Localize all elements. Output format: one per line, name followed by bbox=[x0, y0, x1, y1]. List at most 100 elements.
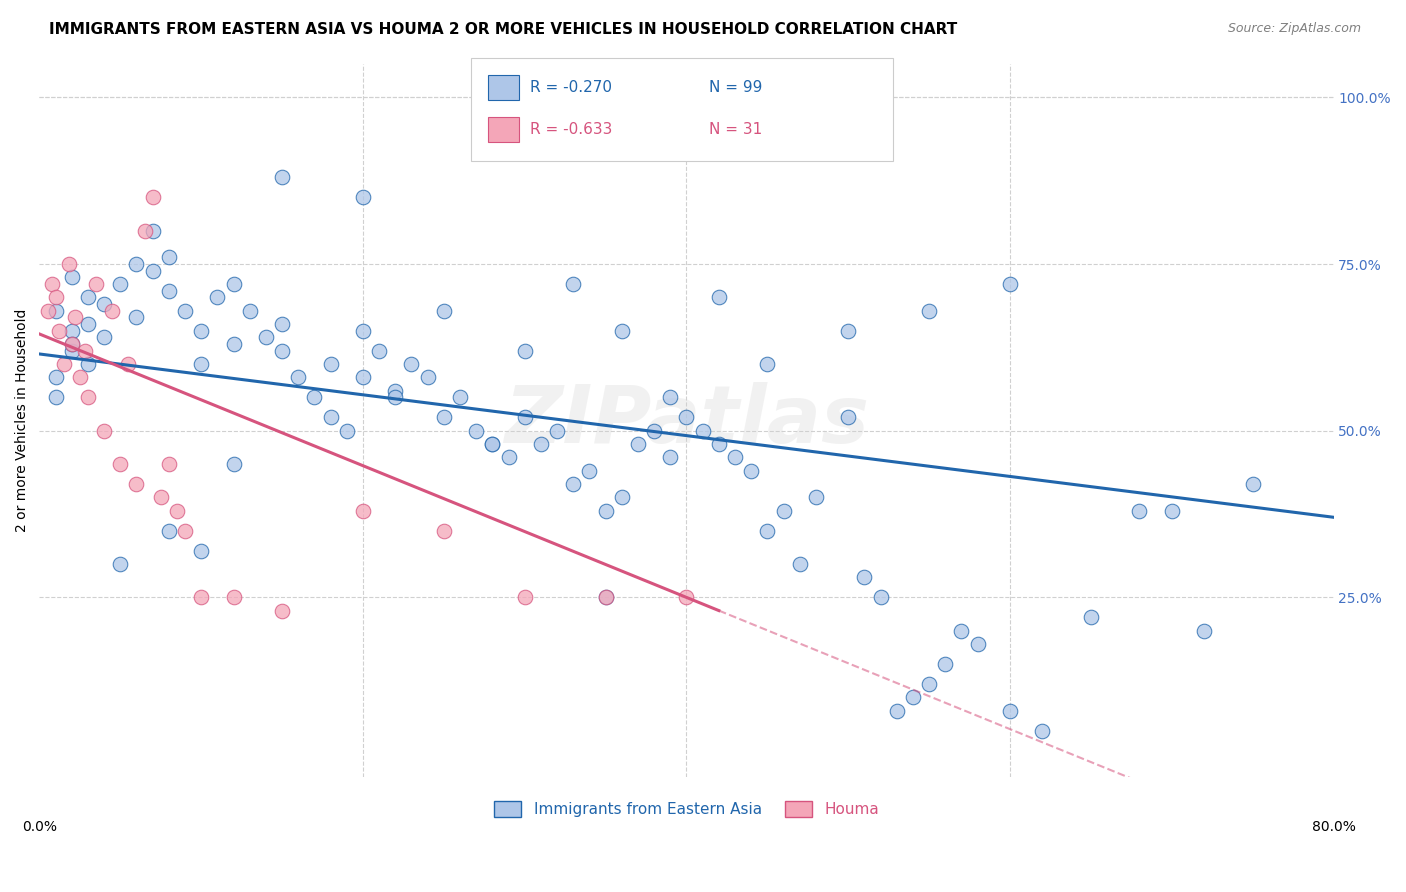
Point bbox=[63, 310, 86, 325]
Point bbox=[481, 437, 503, 451]
Point bbox=[675, 591, 697, 605]
Point bbox=[740, 464, 762, 478]
Point bbox=[433, 524, 456, 538]
Point bbox=[60, 343, 83, 358]
Point bbox=[60, 337, 83, 351]
Point bbox=[384, 384, 406, 398]
Point bbox=[869, 591, 891, 605]
Point bbox=[157, 250, 180, 264]
Point bbox=[1080, 610, 1102, 624]
Point bbox=[352, 370, 374, 384]
Point bbox=[934, 657, 956, 671]
Point bbox=[1031, 723, 1053, 738]
Point bbox=[142, 190, 165, 204]
Point bbox=[675, 410, 697, 425]
Point bbox=[142, 224, 165, 238]
Point bbox=[659, 450, 682, 465]
Point bbox=[627, 437, 650, 451]
Point bbox=[998, 704, 1021, 718]
Point bbox=[918, 677, 941, 691]
Text: R = -0.633: R = -0.633 bbox=[530, 122, 613, 136]
Point bbox=[352, 503, 374, 517]
Point bbox=[207, 290, 229, 304]
Text: R = -0.270: R = -0.270 bbox=[530, 80, 612, 95]
Point bbox=[546, 424, 568, 438]
Point bbox=[271, 343, 294, 358]
Point bbox=[513, 591, 536, 605]
Legend: Immigrants from Eastern Asia, Houma: Immigrants from Eastern Asia, Houma bbox=[488, 795, 886, 823]
Point bbox=[853, 570, 876, 584]
Point bbox=[401, 357, 423, 371]
Point bbox=[692, 424, 714, 438]
Point bbox=[110, 277, 132, 291]
Point bbox=[1160, 503, 1182, 517]
Point bbox=[271, 170, 294, 185]
Point bbox=[319, 410, 342, 425]
Point bbox=[837, 324, 859, 338]
Point bbox=[110, 557, 132, 571]
Point bbox=[48, 324, 70, 338]
Point bbox=[101, 303, 124, 318]
Point bbox=[610, 324, 633, 338]
Point bbox=[530, 437, 553, 451]
Text: 80.0%: 80.0% bbox=[1312, 820, 1355, 834]
Point bbox=[756, 357, 779, 371]
Point bbox=[134, 224, 156, 238]
Point bbox=[352, 190, 374, 204]
Text: IMMIGRANTS FROM EASTERN ASIA VS HOUMA 2 OR MORE VEHICLES IN HOUSEHOLD CORRELATIO: IMMIGRANTS FROM EASTERN ASIA VS HOUMA 2 … bbox=[49, 22, 957, 37]
Point bbox=[901, 690, 924, 705]
Point bbox=[60, 337, 83, 351]
Point bbox=[368, 343, 391, 358]
Point bbox=[190, 324, 212, 338]
Point bbox=[433, 410, 456, 425]
Point bbox=[304, 390, 326, 404]
Point bbox=[465, 424, 488, 438]
Point bbox=[60, 270, 83, 285]
Point bbox=[45, 390, 67, 404]
Point bbox=[336, 424, 359, 438]
Text: ZIPatlas: ZIPatlas bbox=[503, 382, 869, 459]
Point bbox=[319, 357, 342, 371]
Point bbox=[659, 390, 682, 404]
Text: Source: ZipAtlas.com: Source: ZipAtlas.com bbox=[1227, 22, 1361, 36]
Point bbox=[110, 457, 132, 471]
Text: N = 31: N = 31 bbox=[709, 122, 762, 136]
Point bbox=[498, 450, 520, 465]
Point bbox=[157, 457, 180, 471]
Point bbox=[77, 290, 100, 304]
Point bbox=[60, 324, 83, 338]
Point bbox=[93, 297, 115, 311]
Point bbox=[45, 370, 67, 384]
Point bbox=[125, 310, 148, 325]
Point bbox=[724, 450, 747, 465]
Point bbox=[239, 303, 262, 318]
Point bbox=[966, 637, 988, 651]
Point bbox=[384, 390, 406, 404]
Point bbox=[222, 277, 245, 291]
Point bbox=[254, 330, 277, 344]
Point bbox=[166, 503, 188, 517]
Point bbox=[1128, 503, 1150, 517]
Text: N = 99: N = 99 bbox=[709, 80, 762, 95]
Point bbox=[222, 591, 245, 605]
Point bbox=[804, 490, 827, 504]
Point bbox=[93, 330, 115, 344]
Point bbox=[707, 290, 730, 304]
Text: 0.0%: 0.0% bbox=[22, 820, 56, 834]
Point bbox=[37, 303, 59, 318]
Point bbox=[77, 357, 100, 371]
Point bbox=[58, 257, 80, 271]
Point bbox=[433, 303, 456, 318]
Point bbox=[950, 624, 973, 638]
Point bbox=[174, 524, 197, 538]
Point bbox=[125, 257, 148, 271]
Point bbox=[562, 477, 585, 491]
Point bbox=[157, 524, 180, 538]
Point bbox=[595, 591, 617, 605]
Point bbox=[578, 464, 600, 478]
Point bbox=[149, 490, 172, 504]
Point bbox=[595, 591, 617, 605]
Point bbox=[222, 337, 245, 351]
Point bbox=[77, 390, 100, 404]
Point bbox=[142, 263, 165, 277]
